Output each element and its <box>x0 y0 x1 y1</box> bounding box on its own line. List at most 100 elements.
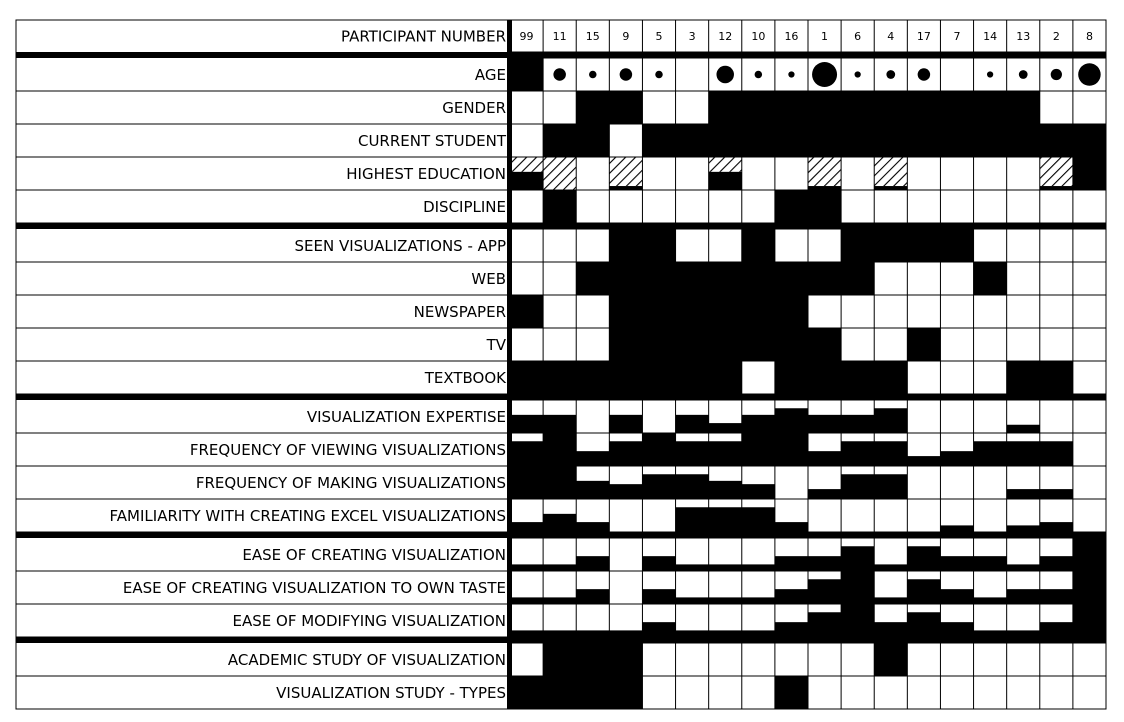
level-bar <box>642 622 676 637</box>
level-bar <box>543 597 577 604</box>
level-bar <box>841 604 875 637</box>
cell-filled <box>609 328 643 361</box>
level-bar <box>675 414 709 433</box>
header-label: PARTICIPANT NUMBER <box>341 28 506 46</box>
level-bar <box>708 507 742 532</box>
level-bar <box>741 433 775 466</box>
cell-filled <box>543 643 577 676</box>
cell-filled <box>1039 124 1073 157</box>
cell-filled <box>973 91 1007 124</box>
participant-number: 2 <box>1053 30 1060 43</box>
age-dot <box>788 71 795 78</box>
row-label: CURRENT STUDENT <box>358 132 507 150</box>
cell-filled <box>510 58 544 91</box>
cell-filled <box>808 124 842 157</box>
age-dot <box>716 65 734 84</box>
level-bar <box>808 451 842 466</box>
cell-filled <box>708 91 742 124</box>
level-bar <box>973 556 1007 571</box>
level-bar <box>708 564 742 571</box>
level-bar <box>774 589 808 604</box>
cell-filled <box>609 295 643 328</box>
participant-number: 3 <box>689 30 696 43</box>
level-bar <box>543 466 577 499</box>
cell-hatched <box>808 157 842 187</box>
level-bar <box>576 480 610 499</box>
cell-filled <box>774 328 808 361</box>
cell-filled <box>841 229 875 262</box>
cell-filled <box>609 643 643 676</box>
row-label: DISCIPLINE <box>423 198 506 216</box>
cell-filled <box>576 643 610 676</box>
level-bar <box>1039 522 1073 532</box>
level-bar <box>973 630 1007 637</box>
participant-number: 15 <box>586 30 600 43</box>
row-label: EASE OF CREATING VISUALIZATION <box>242 546 506 564</box>
level-bar <box>1006 630 1040 637</box>
level-bar <box>576 522 610 532</box>
level-bar <box>510 597 544 604</box>
level-bar <box>1039 589 1073 604</box>
cell-filled <box>675 328 709 361</box>
level-bar <box>642 589 676 604</box>
cell-filled <box>808 186 842 190</box>
row-label: FAMILIARITY WITH CREATING EXCEL VISUALIZ… <box>110 507 506 525</box>
level-bar <box>940 622 974 637</box>
age-dot <box>886 70 896 79</box>
level-bar <box>1006 525 1040 532</box>
level-bar <box>874 597 908 604</box>
level-bar <box>708 630 742 637</box>
cell-filled <box>841 91 875 124</box>
level-bar <box>510 630 544 637</box>
level-bar <box>940 525 974 532</box>
cell-filled <box>609 186 643 190</box>
cell-filled <box>741 91 775 124</box>
level-bar <box>741 484 775 499</box>
row-label: FREQUENCY OF VIEWING VISUALIZATIONS <box>190 441 506 459</box>
level-bar <box>940 451 974 466</box>
level-bar <box>741 630 775 637</box>
level-bar <box>1006 564 1040 571</box>
cell-hatched <box>510 157 544 172</box>
level-bar <box>1072 538 1106 571</box>
level-bar <box>741 564 775 571</box>
level-bar <box>675 597 709 604</box>
level-bar <box>609 441 643 466</box>
participant-number: 11 <box>553 30 567 43</box>
cell-filled <box>642 262 676 295</box>
cell-filled <box>907 229 941 262</box>
level-bar <box>510 564 544 571</box>
row-label: TEXTBOOK <box>424 369 507 387</box>
row-label: AGE <box>475 66 506 84</box>
level-bar <box>973 597 1007 604</box>
level-bar <box>675 441 709 466</box>
level-bar <box>841 474 875 499</box>
level-bar <box>576 451 610 466</box>
level-bar <box>675 564 709 571</box>
cell-filled <box>543 361 577 394</box>
cell-filled <box>741 229 775 262</box>
participant-number: 17 <box>917 30 931 43</box>
cell-filled <box>708 328 742 361</box>
level-bar <box>808 414 842 433</box>
cell-filled <box>841 262 875 295</box>
age-dot <box>1078 63 1101 86</box>
level-bar <box>874 474 908 499</box>
row-labels: PARTICIPANT NUMBER 99 11 15 9 5 3 12 10 16 1 6 4 17 7 1… <box>110 28 1093 703</box>
level-bar <box>1006 589 1040 604</box>
level-bar <box>774 433 808 466</box>
cell-filled <box>576 361 610 394</box>
level-bar <box>675 474 709 499</box>
age-dot <box>754 70 763 79</box>
cell-filled <box>874 124 908 157</box>
row-label: ACADEMIC STUDY OF VISUALIZATION <box>228 651 506 669</box>
cell-filled <box>609 229 643 262</box>
cell-filled <box>576 124 610 157</box>
cell-filled <box>1006 91 1040 124</box>
level-bar <box>774 556 808 571</box>
cell-filled <box>940 91 974 124</box>
participant-number: 16 <box>784 30 798 43</box>
participant-number: 1 <box>821 30 828 43</box>
cell-filled <box>642 124 676 157</box>
